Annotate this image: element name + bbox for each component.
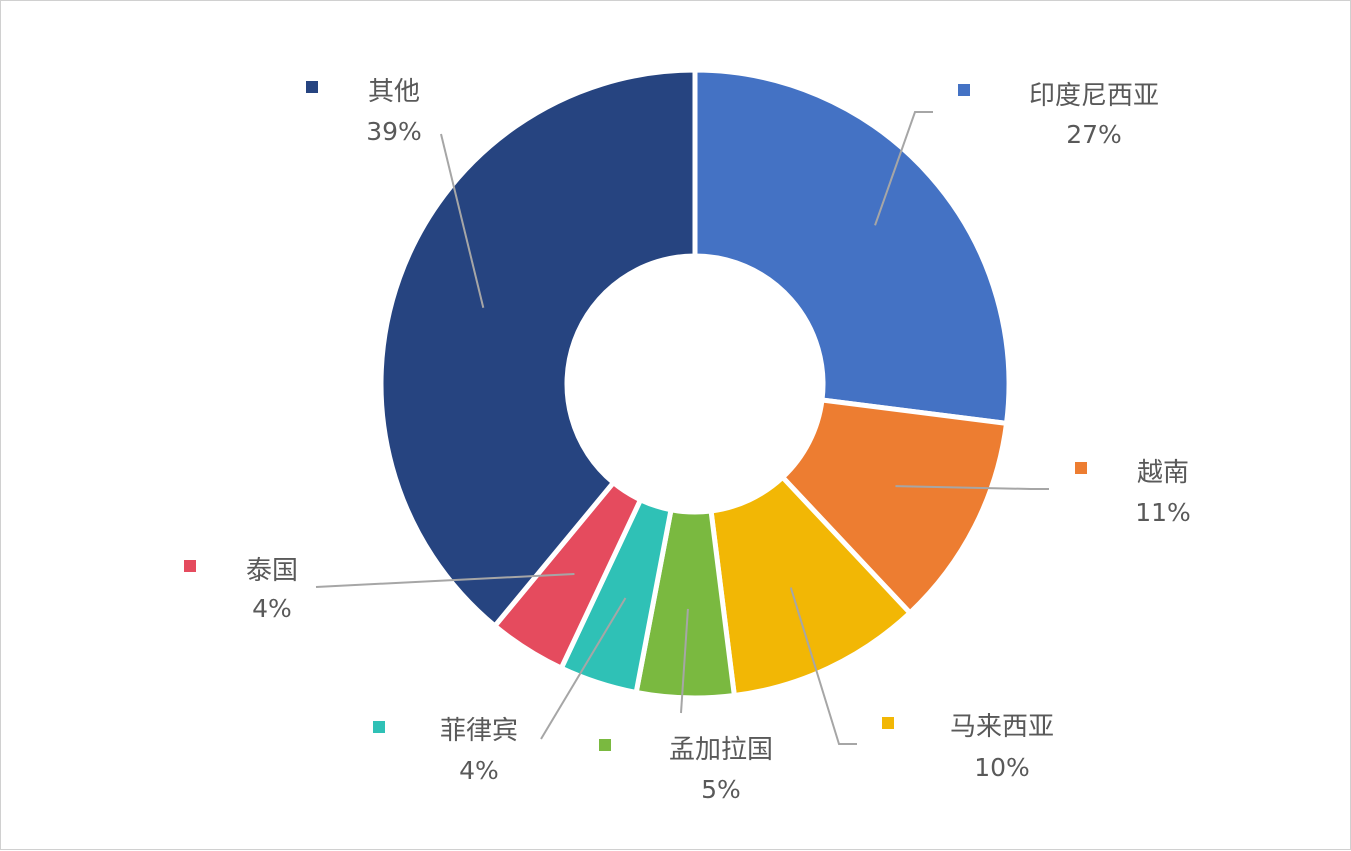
legend-marker-5	[184, 560, 196, 572]
leader-line-4	[540, 597, 627, 740]
slices-layer	[378, 67, 1012, 701]
slice-1[interactable]	[779, 397, 1010, 617]
legend-marker-6	[306, 81, 318, 93]
leader-line-2	[789, 587, 857, 745]
slice-percent-label-0: 27%	[1066, 120, 1122, 149]
leader-line-1	[895, 485, 1049, 490]
slice-name-label-0: 印度尼西亚	[1029, 81, 1159, 111]
slice-percent-label-4: 4%	[459, 756, 499, 785]
leader-line-5	[315, 572, 575, 588]
leader-line-0	[874, 111, 933, 226]
slice-name-label-3: 孟加拉国	[669, 735, 773, 765]
leader-line-3	[680, 608, 689, 714]
legend-marker-0	[958, 84, 970, 96]
leader-lines-layer	[315, 111, 1049, 745]
slice-name-label-1: 越南	[1137, 458, 1189, 488]
slice-percent-label-1: 11%	[1135, 498, 1191, 527]
legend-marker-3	[599, 739, 611, 751]
slice-name-label-4: 菲律宾	[440, 716, 518, 746]
slice-name-label-5: 泰国	[246, 556, 298, 586]
legend-marker-1	[1075, 462, 1087, 474]
leader-line-6	[440, 133, 485, 309]
slice-percent-label-3: 5%	[701, 775, 741, 804]
slice-0[interactable]	[692, 67, 1012, 427]
legend-marker-4	[373, 721, 385, 733]
slice-2[interactable]	[708, 473, 914, 699]
slice-percent-label-5: 4%	[252, 594, 292, 623]
legend-marker-2	[882, 717, 894, 729]
slice-name-label-6: 其他	[368, 77, 420, 107]
slice-name-label-2: 马来西亚	[950, 712, 1054, 742]
slice-percent-label-6: 39%	[366, 117, 422, 146]
labels-layer: 印度尼西亚 27% 越南 11% 马来西亚 10% 孟加拉国 5% 菲律宾 4% 泰国 4% 其他 39%	[184, 77, 1191, 804]
slice-percent-label-2: 10%	[974, 753, 1030, 782]
